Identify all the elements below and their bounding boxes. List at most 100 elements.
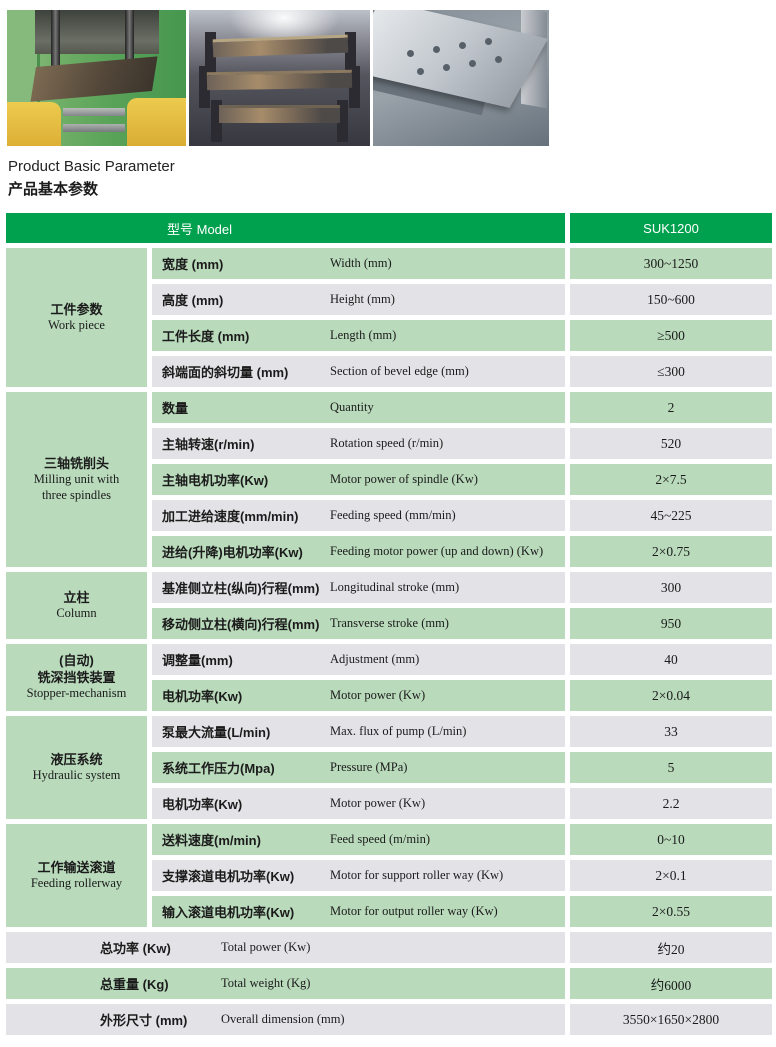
table-row: 支撑滚道电机功率(Kw) Motor for support roller wa… <box>152 860 772 891</box>
table-row: 输入滚道电机功率(Kw) Motor for output roller way… <box>152 896 772 927</box>
param-label-en: Transverse stroke (mm) <box>330 616 449 630</box>
param-value-cell: 0~10 <box>570 824 772 855</box>
param-label-cell: 系统工作压力(Mpa) Pressure (MPa) <box>152 752 565 783</box>
param-label-en: Total power (Kw) <box>221 940 311 954</box>
param-label-cell: 高度 (mm) Height (mm) <box>152 284 565 315</box>
table-row: 进给(升降)电机功率(Kw) Feeding motor power (up a… <box>152 536 772 567</box>
total-weight-row: 总重量 (Kg) Total weight (Kg) 约6000 <box>6 968 772 999</box>
table-row: 数量 Quantity 2 <box>152 392 772 423</box>
table-row: 系统工作压力(Mpa) Pressure (MPa) 5 <box>152 752 772 783</box>
stacked-h-beams-photo <box>189 10 370 146</box>
param-label-cn: 进给(升降)电机功率(Kw) <box>162 545 303 560</box>
param-label-en: Width (mm) <box>330 256 392 270</box>
param-label-cell: 总功率 (Kw) Total power (Kw) <box>6 932 565 963</box>
param-label-cell: 进给(升降)电机功率(Kw) Feeding motor power (up a… <box>152 536 565 567</box>
param-label-en: Section of bevel edge (mm) <box>330 364 469 378</box>
param-label-cell: 宽度 (mm) Width (mm) <box>152 248 565 279</box>
table-row: 宽度 (mm) Width (mm) 300~1250 <box>152 248 772 279</box>
group-column: 立柱 Column 基准侧立柱(纵向)行程(mm) Longitudinal s… <box>6 572 772 639</box>
param-label-cn: 输入滚道电机功率(Kw) <box>162 905 295 920</box>
param-label-en: Motor for support roller way (Kw) <box>330 868 504 882</box>
group-label-cn: 工件参数 <box>50 301 103 317</box>
param-label-cell: 主轴转速(r/min) Rotation speed (r/min) <box>152 428 565 459</box>
section-title: Product Basic Parameter 产品基本参数 <box>8 158 175 199</box>
green-milling-machine-photo <box>7 10 186 146</box>
group-label-cn: 三轴铣削头 <box>43 455 109 471</box>
param-label-en: Quantity <box>330 400 374 414</box>
group-label-cn2: 铣深挡铁装置 <box>37 669 116 685</box>
param-label-en: Motor power of spindle (Kw) <box>330 472 478 486</box>
table-row: 斜端面的斜切量 (mm) Section of bevel edge (mm) … <box>152 356 772 387</box>
param-label-en: Length (mm) <box>330 328 397 342</box>
table-row: 泵最大流量(L/min) Max. flux of pump (L/min) 3… <box>152 716 772 747</box>
param-label-en: Longitudinal stroke (mm) <box>330 580 460 594</box>
param-label-cn: 电机功率(Kw) <box>162 689 243 704</box>
param-label-cn: 高度 (mm) <box>162 293 224 308</box>
param-label-cell: 输入滚道电机功率(Kw) Motor for output roller way… <box>152 896 565 927</box>
param-label-cell: 加工进给速度(mm/min) Feeding speed (mm/min) <box>152 500 565 531</box>
param-label-cn: 送料速度(m/min) <box>162 833 261 848</box>
param-label-cell: 数量 Quantity <box>152 392 565 423</box>
table-row: 主轴电机功率(Kw) Motor power of spindle (Kw) 2… <box>152 464 772 495</box>
group-label-en: Column <box>56 605 97 620</box>
group-work-piece: 工件参数 Work piece 宽度 (mm) Width (mm) 300~1… <box>6 248 772 387</box>
param-value-cell: 520 <box>570 428 772 459</box>
group-label-cn: 立柱 <box>63 589 90 605</box>
param-label-en: Feeding motor power (up and down) (Kw) <box>330 544 544 558</box>
param-value-cell: 33 <box>570 716 772 747</box>
section-title-cn: 产品基本参数 <box>8 181 99 198</box>
param-value-cell: 45~225 <box>570 500 772 531</box>
group-label-en: Feeding rollerway <box>30 875 123 890</box>
param-label-en: Pressure (MPa) <box>330 760 408 774</box>
param-label-cell: 移动侧立柱(横向)行程(mm) Transverse stroke (mm) <box>152 608 565 639</box>
section-title-en: Product Basic Parameter <box>8 158 175 175</box>
param-value-cell: 40 <box>570 644 772 675</box>
table-row: 主轴转速(r/min) Rotation speed (r/min) 520 <box>152 428 772 459</box>
drilled-steel-beam-photo <box>373 10 549 146</box>
group-label-en: Stopper-mechanism <box>26 685 127 700</box>
param-label-cn: 主轴转速(r/min) <box>162 437 255 452</box>
table-row: 高度 (mm) Height (mm) 150~600 <box>152 284 772 315</box>
group-label-cn: (自动) <box>59 653 94 669</box>
param-value-cell: 5 <box>570 752 772 783</box>
param-value-cell: 2×0.1 <box>570 860 772 891</box>
group-milling-unit: 三轴铣削头 Milling unit with three spindles 数… <box>6 392 772 567</box>
param-label-en: Motor for output roller way (Kw) <box>330 904 498 918</box>
param-label-cn: 支撑滚道电机功率(Kw) <box>162 869 295 884</box>
param-label-en: Motor power (Kw) <box>330 688 426 702</box>
param-label-cn: 基准侧立柱(纵向)行程(mm) <box>162 581 320 596</box>
param-label-cn: 主轴电机功率(Kw) <box>162 473 269 488</box>
param-value-cell: 300 <box>570 572 772 603</box>
table-row: 加工进给速度(mm/min) Feeding speed (mm/min) 45… <box>152 500 772 531</box>
param-value-cell: 2×0.75 <box>570 536 772 567</box>
param-label-cell: 支撑滚道电机功率(Kw) Motor for support roller wa… <box>152 860 565 891</box>
param-label-en: Feed speed (m/min) <box>330 832 430 846</box>
param-value-cell: ≥500 <box>570 320 772 351</box>
param-value-cell: 950 <box>570 608 772 639</box>
group-label-cell: 工作输送滚道 Feeding rollerway <box>6 824 147 927</box>
param-label-cn: 总功率 (Kw) <box>100 941 171 956</box>
param-value-cell: 2×7.5 <box>570 464 772 495</box>
param-value-cell: 2×0.04 <box>570 680 772 711</box>
param-label-cn: 外形尺寸 (mm) <box>100 1013 188 1028</box>
param-label-cell: 总重量 (Kg) Total weight (Kg) <box>6 968 565 999</box>
param-value-cell: ≤300 <box>570 356 772 387</box>
param-label-cn: 斜端面的斜切量 (mm) <box>162 365 289 380</box>
model-header-cell: 型号 Model <box>6 213 565 243</box>
table-row: 送料速度(m/min) Feed speed (m/min) 0~10 <box>152 824 772 855</box>
table-row: 工件长度 (mm) Length (mm) ≥500 <box>152 320 772 351</box>
group-label-en: Milling unit with three spindles <box>33 472 120 502</box>
param-label-cell: 电机功率(Kw) Motor power (Kw) <box>152 788 565 819</box>
group-label-cell: 立柱 Column <box>6 572 147 639</box>
group-label-en: Hydraulic system <box>32 767 121 782</box>
param-label-cn: 系统工作压力(Mpa) <box>162 761 275 776</box>
param-value-cell: 150~600 <box>570 284 772 315</box>
param-label-cell: 外形尺寸 (mm) Overall dimension (mm) <box>6 1004 565 1035</box>
group-label-cn: 工作输送滚道 <box>37 859 116 875</box>
param-label-cell: 基准侧立柱(纵向)行程(mm) Longitudinal stroke (mm) <box>152 572 565 603</box>
group-hydraulic-system: 液压系统 Hydraulic system 泵最大流量(L/min) Max. … <box>6 716 772 819</box>
param-label-cell: 主轴电机功率(Kw) Motor power of spindle (Kw) <box>152 464 565 495</box>
param-value-cell: 约20 <box>570 932 772 963</box>
param-label-cn: 泵最大流量(L/min) <box>162 725 271 740</box>
